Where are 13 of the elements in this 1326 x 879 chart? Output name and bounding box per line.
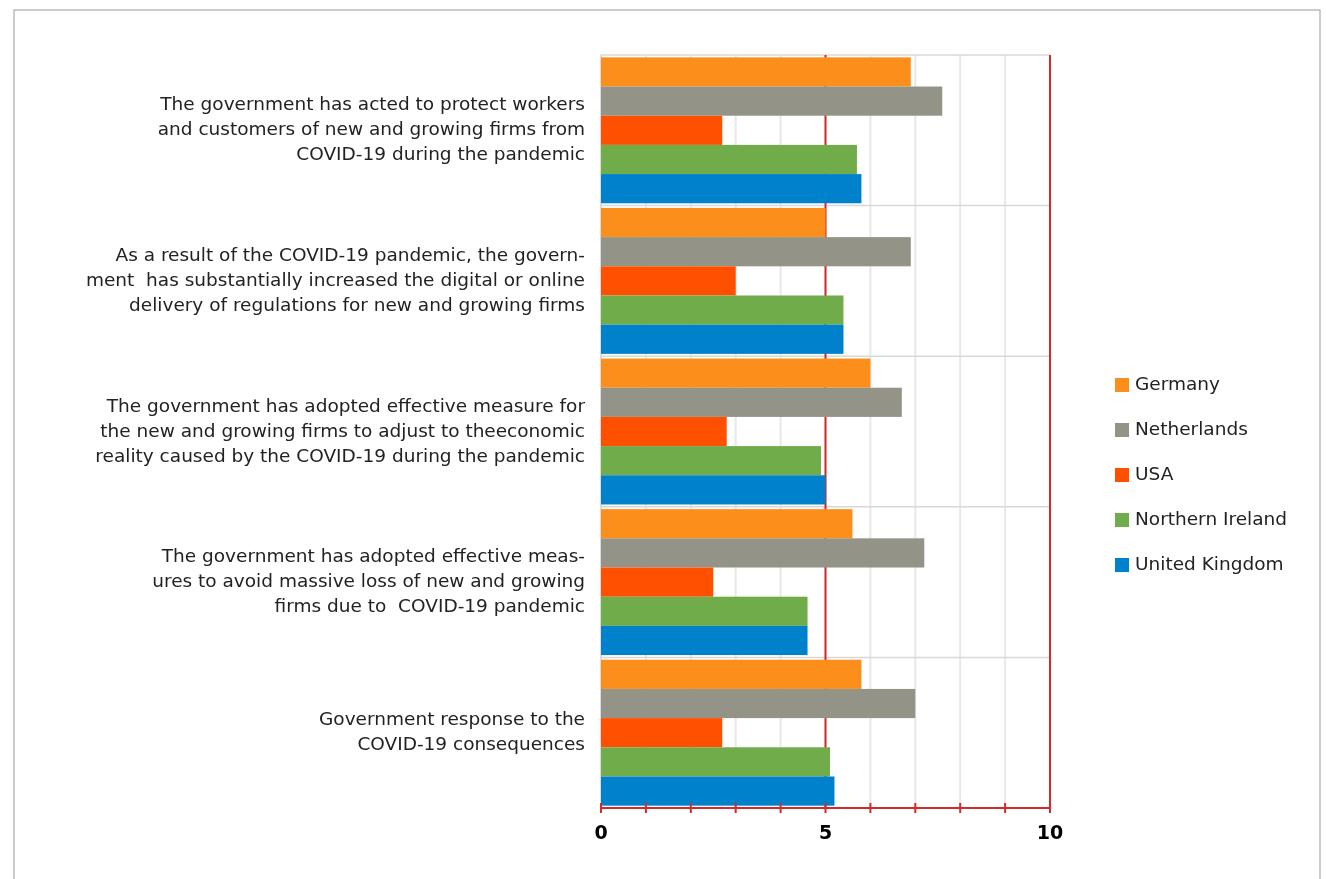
y-tick-label: As a result of the COVID-19 pandemic, the govern- ment has substantially increased the digital or online delivery of regulations for new and growing firms: [85, 243, 585, 315]
legend-label: Northern Ireland: [1135, 508, 1287, 529]
legend-label: USA: [1135, 463, 1174, 484]
y-tick-label: Government response to the COVID-19 consequences: [319, 708, 585, 755]
y-tick-label: The government has adopted effective measure for the new and growing firms to adjust to theeconomic reality caused by the COVID-19 during the pandemic: [95, 394, 586, 466]
x-tick-label: 10: [1036, 821, 1064, 843]
legend-label: Netherlands: [1135, 418, 1248, 439]
x-tick-label: 0: [594, 821, 608, 843]
y-tick-label: The government has adopted effective meas- ures to avoid massive loss of new and growing firms due to COVID-19 pandemic: [152, 545, 585, 617]
y-tick-label: The government has acted to protect workers and customers of new and growing firms from COVID-19 during the pandemic: [157, 93, 585, 165]
legend-label: United Kingdom: [1135, 553, 1284, 574]
legend-label: Germany: [1135, 373, 1221, 394]
x-tick-label: 5: [818, 821, 833, 843]
